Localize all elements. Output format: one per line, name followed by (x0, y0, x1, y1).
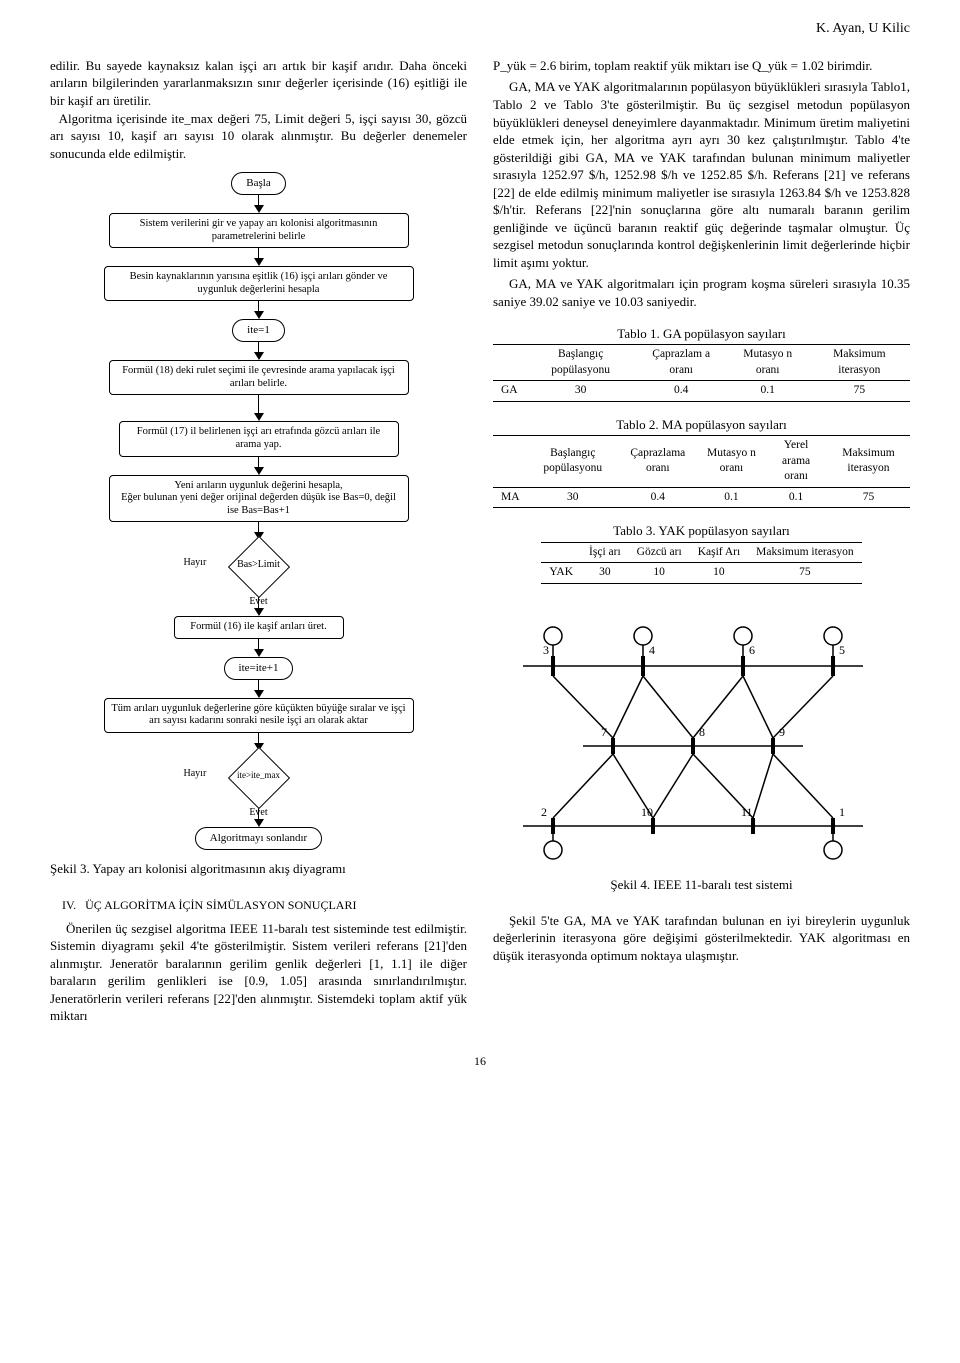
table-1-r0c0: GA (493, 381, 526, 402)
circuit-figure: 3 4 6 5 7 8 9 2 10 11 1 Şekil 4. IEEE 11… (493, 606, 910, 894)
table-3-caption: Tablo 3. YAK popülasyon sayıları (493, 522, 910, 540)
table-2-r0c1: 30 (528, 487, 618, 508)
circuit-node-3: 3 (543, 643, 549, 657)
circuit-node-11: 11 (741, 805, 753, 819)
figure-3-caption: Şekil 3. Yapay arı kolonisi algoritmasın… (50, 860, 467, 878)
flowchart-box-2: Besin kaynaklarının yarısına eşitlik (16… (104, 266, 414, 301)
circuit-node-6: 6 (749, 643, 755, 657)
page-number: 16 (50, 1053, 910, 1069)
table-3-r0c2: 10 (629, 563, 690, 584)
table-3-h4: Maksimum iterasyon (748, 542, 861, 563)
table-2-h5: Maksimum iterasyon (827, 436, 910, 488)
circuit-node-5: 5 (839, 643, 845, 657)
table-1-h3: Mutasyo n oranı (727, 345, 809, 381)
circuit-node-2: 2 (541, 805, 547, 819)
table-2-r0c5: 75 (827, 487, 910, 508)
flowchart-decision-1-yes: Evet (214, 595, 304, 609)
table-1-row-0: GA 30 0.4 0.1 75 (493, 381, 910, 402)
circuit-svg: 3 4 6 5 7 8 9 2 10 11 1 (493, 606, 893, 866)
section-4-heading-text: IV. ÜÇ ALGORİTMA İÇİN SİMÜLASYON SONUÇLA… (62, 898, 356, 912)
circuit-node-7: 7 (601, 725, 607, 739)
table-1-h0 (493, 345, 526, 381)
table-3-r0c4: 75 (748, 563, 861, 584)
table-3-h1: İşçi arı (581, 542, 629, 563)
circuit-node-1: 1 (839, 805, 845, 819)
right-paragraph-3: GA, MA ve YAK algoritmaları için program… (493, 275, 910, 310)
flowchart-decision-2-yes: Evet (214, 806, 304, 820)
table-3-row-0: YAK 30 10 10 75 (541, 563, 861, 584)
table-2-h2: Çaprazlama oranı (618, 436, 698, 488)
right-column: P_yük = 2.6 birim, toplam reaktif yük mi… (493, 57, 910, 1029)
table-2-r0c2: 0.4 (618, 487, 698, 508)
flowchart-box-3: Formül (18) deki rulet seçimi ile çevres… (109, 360, 409, 395)
table-3-header-row: İşçi arı Gözcü arı Kaşif Arı Maksimum it… (541, 542, 861, 563)
table-2-r0c3: 0.1 (698, 487, 766, 508)
table-3-r0c0: YAK (541, 563, 581, 584)
table-1-r0c1: 30 (526, 381, 636, 402)
table-2-r0c0: MA (493, 487, 528, 508)
table-1-header-row: Başlangıç popülasyonu Çaprazlam a oranı … (493, 345, 910, 381)
table-2-h0 (493, 436, 528, 488)
table-1-r0c3: 0.1 (727, 381, 809, 402)
flowchart-box-7: Tüm arıları uygunluk değerlerine göre kü… (104, 698, 414, 733)
flowchart-end-node: Algoritmayı sonlandır (195, 827, 322, 850)
right-paragraph-1: P_yük = 2.6 birim, toplam reaktif yük mi… (493, 57, 910, 75)
flowchart-decision-2: ite>ite_max Hayır Evet (214, 751, 304, 805)
flowchart-decision-1: Bas>Limit Hayır Evet (214, 540, 304, 594)
flowchart-iteinc-node: ite=ite+1 (224, 657, 294, 680)
circuit-node-8: 8 (699, 725, 705, 739)
circuit-node-4: 4 (649, 643, 655, 657)
table-2-header-row: Başlangıç popülasyonu Çaprazlama oranı M… (493, 436, 910, 488)
circuit-node-9: 9 (779, 725, 785, 739)
main-columns: edilir. Bu sayede kaynaksız kalan işçi a… (50, 57, 910, 1029)
left-intro-paragraph: edilir. Bu sayede kaynaksız kalan işçi a… (50, 57, 467, 162)
left-column: edilir. Bu sayede kaynaksız kalan işçi a… (50, 57, 467, 1029)
flowchart-decision-2-no: Hayır (184, 767, 207, 781)
table-3-h0 (541, 542, 581, 563)
flowchart-decision-2-label: ite>ite_max (214, 769, 304, 781)
flowchart-box-6: Formül (16) ile kaşif arıları üret. (174, 616, 344, 639)
table-1-caption: Tablo 1. GA popülasyon sayıları (493, 325, 910, 343)
table-3-r0c3: 10 (690, 563, 748, 584)
flowchart-box-5: Yeni arıların uygunluk değerini hesapla,… (109, 475, 409, 523)
flowchart-start-node: Başla (231, 172, 285, 195)
table-1-r0c4: 75 (809, 381, 910, 402)
circuit-node-10: 10 (641, 805, 653, 819)
flowchart-figure: Başla Sistem verilerini gir ve yapay arı… (104, 172, 414, 850)
right-bottom-paragraph: Şekil 5'te GA, MA ve YAK tarafından bulu… (493, 912, 910, 965)
right-paragraph-2: GA, MA ve YAK algoritmalarının popülasyo… (493, 78, 910, 271)
table-3-h2: Gözcü arı (629, 542, 690, 563)
authors-line: K. Ayan, U Kilic (50, 20, 910, 39)
flowchart-ite1-node: ite=1 (232, 319, 285, 342)
flowchart-decision-1-no: Hayır (184, 556, 207, 570)
flowchart-decision-1-label: Bas>Limit (214, 558, 304, 572)
table-1-h2: Çaprazlam a oranı (636, 345, 727, 381)
table-2-row-0: MA 30 0.4 0.1 0.1 75 (493, 487, 910, 508)
table-2-caption: Tablo 2. MA popülasyon sayıları (493, 416, 910, 434)
table-2-r0c4: 0.1 (765, 487, 827, 508)
table-3: İşçi arı Gözcü arı Kaşif Arı Maksimum it… (541, 542, 861, 584)
table-2-h3: Mutasyo n oranı (698, 436, 766, 488)
table-2-h1: Başlangıç popülasyonu (528, 436, 618, 488)
table-1: Başlangıç popülasyonu Çaprazlam a oranı … (493, 344, 910, 402)
section-4-heading: IV. ÜÇ ALGORİTMA İÇİN SİMÜLASYON SONUÇLA… (62, 897, 467, 913)
table-2: Başlangıç popülasyonu Çaprazlama oranı M… (493, 435, 910, 508)
table-3-r0c1: 30 (581, 563, 629, 584)
figure-4-caption: Şekil 4. IEEE 11-baralı test sistemi (493, 876, 910, 894)
left-bottom-paragraph: Önerilen üç sezgisel algoritma IEEE 11-b… (50, 920, 467, 1025)
table-1-h1: Başlangıç popülasyonu (526, 345, 636, 381)
table-3-h3: Kaşif Arı (690, 542, 748, 563)
table-2-h4: Yerel arama oranı (765, 436, 827, 488)
flowchart-box-1: Sistem verilerini gir ve yapay arı kolon… (109, 213, 409, 248)
table-1-r0c2: 0.4 (636, 381, 727, 402)
table-1-h4: Maksimum iterasyon (809, 345, 910, 381)
flowchart-box-4: Formül (17) il belirlenen işçi arı etraf… (119, 421, 399, 456)
